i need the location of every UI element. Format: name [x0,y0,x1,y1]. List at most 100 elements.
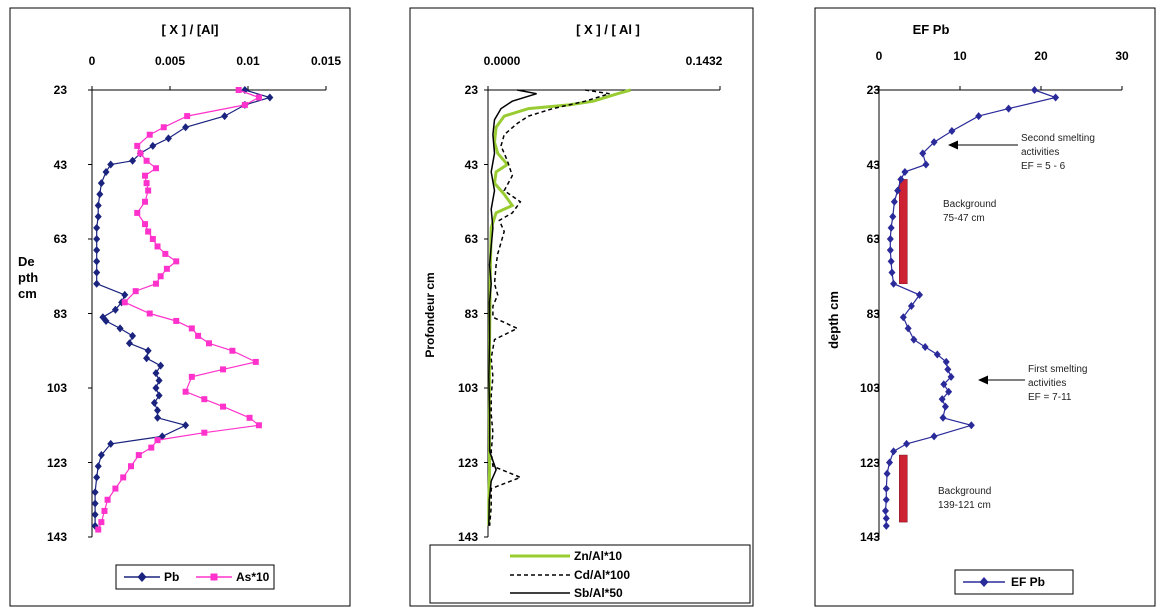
chart-2-frame [409,7,754,607]
data-point [107,160,115,169]
chart-3-frame [814,7,1156,607]
chart-3-ytick-label: 143 [860,530,880,544]
data-point [922,160,930,169]
data-point [921,343,929,352]
data-point [889,212,897,221]
chart-2-ytick-label: 143 [458,530,478,544]
chart-3-ylabel: depth cm [826,291,841,349]
chart-3: EF Pb 0 10 20 30 23 43 63 83 103 123 143… [814,7,1156,607]
data-point [149,141,157,150]
chart-2-legend-cd-label: Cd/Al*100 [574,568,630,582]
data-point [146,131,153,138]
data-point [887,223,895,232]
data-point [154,413,162,422]
series-line-zn-al-10 [487,88,632,526]
chart-3-legend-efpb-label: EF Pb [1011,575,1045,589]
data-point [942,357,950,366]
data-point [182,123,190,132]
data-point [916,290,923,299]
data-point [160,124,167,131]
data-point [933,350,941,359]
background-bar [899,454,908,523]
data-point [146,310,153,317]
data-point [143,354,151,363]
chart-1-ytick-label: 143 [47,530,67,544]
data-point [150,398,158,407]
chart-2-ytick-label: 103 [458,381,478,395]
data-point [164,134,172,143]
data-point [255,422,262,429]
data-point [93,279,101,288]
data-point [157,273,164,280]
data-point [930,138,938,147]
data-point [941,402,949,411]
data-point [888,268,896,277]
chart-2-ytick-label: 63 [465,232,479,246]
data-point [154,243,161,250]
data-point [246,414,253,421]
data-point [107,439,115,448]
chart-3-annotation-background-upper: Background 75-47 cm [943,199,996,224]
data-point [221,112,229,121]
data-point [947,372,955,381]
data-point [220,366,227,373]
data-point [143,180,150,187]
chart-1-ytick-label: 123 [47,456,67,470]
data-point [940,380,948,389]
data-point [252,358,259,365]
annotation-line: activities [1028,378,1066,389]
annotation-line: First smelting [1028,364,1087,375]
background-bar [899,179,908,284]
data-point [155,376,163,385]
data-point [91,499,99,508]
data-point [890,197,898,206]
chart-1-ytick-label: 43 [54,158,68,172]
chart-2-ylabel: Profondeur cm [423,272,437,357]
data-point [241,101,248,108]
data-point [184,113,191,120]
chart-1-xtick-label: 0.01 [236,54,260,68]
data-point [125,339,133,348]
chart-1-ytick-label: 23 [54,83,68,97]
data-point [149,236,156,242]
chart-1-legend-pb-label: Pb [164,570,179,584]
data-point [142,198,149,205]
chart-2-xticklabels: 0.0000 0.1432 [484,54,723,68]
data-point [137,150,144,157]
chart-3-ytick-label: 63 [867,232,881,246]
chart-2-legend-zn-label: Zn/Al*10 [574,549,622,563]
data-point [145,187,152,194]
data-point [121,290,129,299]
chart-2-yticklabels: 23 43 63 83 103 123 143 [458,83,478,544]
chart-3-legend-efpb-marker [979,577,989,587]
data-point [948,126,956,135]
data-point [206,340,212,347]
chart-1: [ X ] / [Al] 0 0.005 0.01 0.015 23 43 63… [9,7,351,607]
data-point [116,324,124,333]
chart-3-ytick-label: 83 [867,307,881,321]
data-point [890,447,898,456]
series-line-sb-al-50 [488,89,537,526]
data-point [96,190,104,199]
chart-1-xlabel: [ X ] / [Al] [161,22,218,37]
data-point [882,495,890,504]
data-point [182,421,190,430]
chart-1-yticklabels: 23 43 63 83 103 123 143 [47,83,67,544]
chart-2: [ X ] / [ Al ] 0.0000 0.1432 23 43 63 83… [409,7,754,607]
data-point [266,93,274,102]
data-point [886,246,894,255]
data-point [883,469,891,478]
data-point [886,235,894,243]
data-point [111,305,119,314]
chart-2-legend-box [429,544,751,604]
data-point [104,496,111,503]
data-point [162,250,169,257]
data-point [143,157,150,164]
data-point [173,317,180,324]
arrowhead-icon [978,375,988,385]
chart-1-ytick-label: 83 [54,307,68,321]
chart-1-frame [9,7,351,607]
chart-2-legend-sb-label: Sb/Al*50 [574,586,623,600]
chart-2-xtick-label: 0.0000 [484,54,521,68]
data-point [148,444,155,451]
